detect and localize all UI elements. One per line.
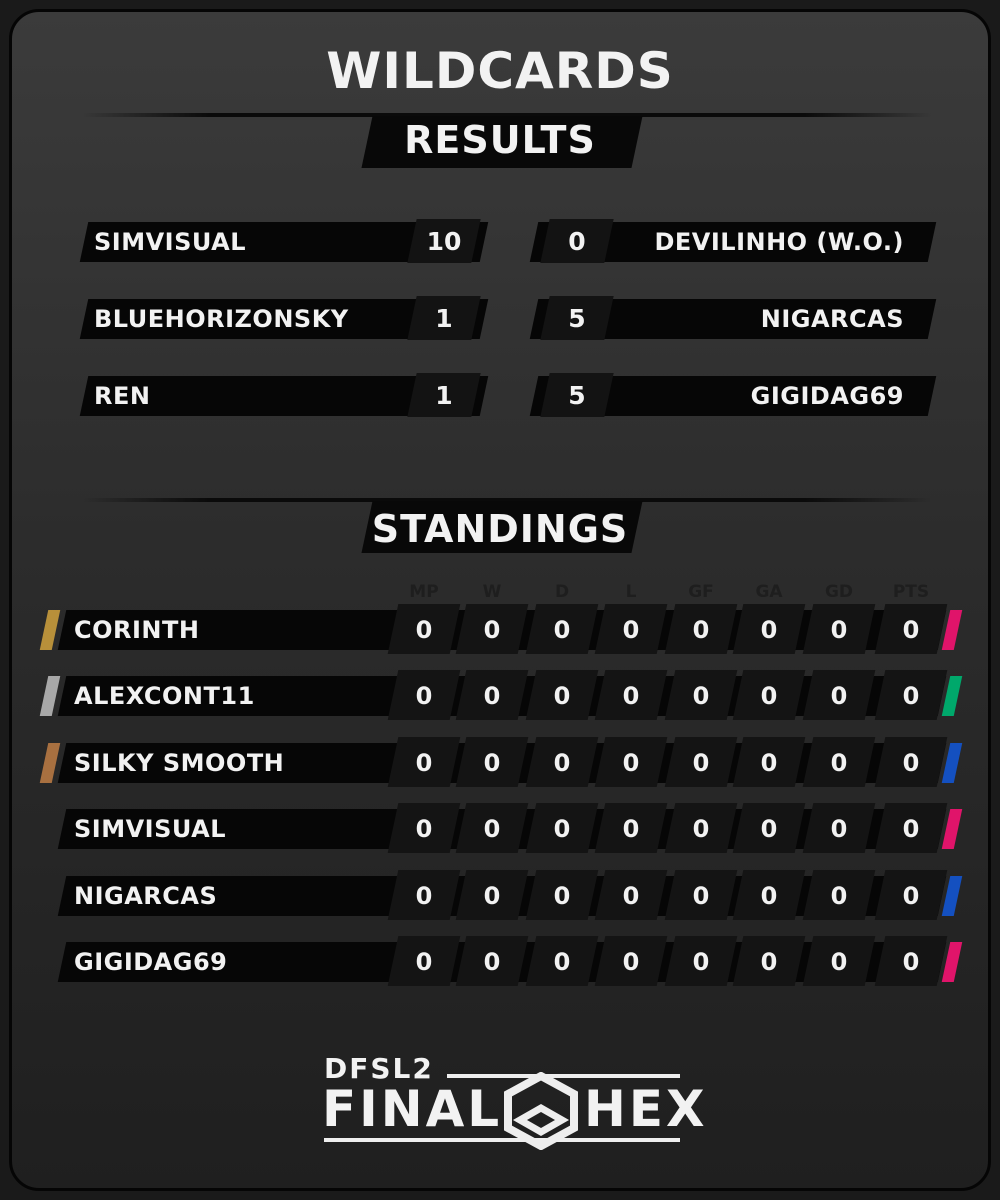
team-name: SILKY SMOOTH (74, 748, 285, 777)
stat-gd: 0 (830, 881, 848, 910)
stat-gf: 0 (692, 948, 710, 976)
stat-d: 0 (553, 682, 571, 711)
stat-gd: 0 (830, 748, 848, 777)
stat-ga: 0 (760, 881, 778, 910)
page-title: WILDCARDS (326, 42, 674, 100)
results-heading: RESULTS (404, 118, 596, 162)
home-score: 1 (435, 381, 453, 410)
rank-accent (39, 742, 61, 783)
stat-d: 0 (553, 948, 571, 976)
away-team-name: NIGARCAS (760, 305, 904, 333)
stat-gd: 0 (830, 616, 848, 644)
team-name: CORINTH (74, 616, 200, 644)
stat-l: 0 (622, 616, 640, 644)
wildcards-card: WILDCARDS RESULTS STANDINGS DFSL2 FINAL … (9, 9, 991, 1191)
stat-gd: 0 (830, 682, 848, 711)
stat-ga: 0 (760, 815, 778, 844)
away-team-name: DEVILINHO (W.O.) (654, 228, 904, 256)
stat-mp: 0 (415, 881, 433, 910)
column-header-pts: PTS (892, 582, 930, 602)
rank-accent (39, 610, 61, 650)
stat-l: 0 (622, 748, 640, 777)
stat-l: 0 (622, 881, 640, 910)
stat-w: 0 (483, 748, 501, 777)
stat-pts: 0 (902, 948, 920, 976)
stat-ga: 0 (760, 682, 778, 711)
stat-mp: 0 (415, 682, 433, 711)
stat-pts: 0 (902, 682, 920, 711)
home-team-name: REN (94, 382, 151, 410)
stat-w: 0 (483, 682, 501, 711)
column-header-d: D (554, 582, 570, 602)
team-name: SIMVISUAL (74, 815, 227, 844)
stat-l: 0 (622, 815, 640, 844)
stat-gd: 0 (830, 815, 848, 844)
stat-pts: 0 (902, 815, 920, 844)
stat-pts: 0 (902, 748, 920, 777)
stat-w: 0 (483, 881, 501, 910)
stat-gf: 0 (692, 748, 710, 777)
stat-gf: 0 (692, 815, 710, 844)
column-header-ga: GA (755, 582, 783, 602)
stat-gf: 0 (692, 682, 710, 711)
column-header-l: L (625, 582, 637, 602)
dfsl2-final-hex-logo: DFSL2 FINAL HEX (322, 1050, 705, 1150)
stat-pts: 0 (902, 616, 920, 644)
stat-ga: 0 (760, 616, 778, 644)
divider (82, 113, 932, 117)
team-name: NIGARCAS (74, 881, 218, 910)
stat-d: 0 (553, 815, 571, 844)
away-score: 0 (568, 227, 586, 256)
stat-gf: 0 (692, 881, 710, 910)
rank-accent (39, 676, 61, 717)
stat-ga: 0 (760, 948, 778, 976)
stat-w: 0 (483, 948, 501, 976)
stat-l: 0 (622, 682, 640, 711)
column-header-gd: GD (824, 582, 854, 602)
stat-mp: 0 (415, 948, 433, 976)
stat-mp: 0 (415, 748, 433, 777)
column-header-mp: MP (409, 582, 439, 602)
away-score: 5 (568, 381, 586, 410)
away-team-name: GIGIDAG69 (750, 382, 904, 410)
stat-mp: 0 (415, 616, 433, 644)
stat-gd: 0 (830, 948, 848, 976)
column-header-gf: GF (688, 582, 714, 602)
stat-d: 0 (553, 616, 571, 644)
away-score: 5 (568, 304, 586, 333)
stat-ga: 0 (760, 748, 778, 777)
stat-l: 0 (622, 948, 640, 976)
column-header-w: W (482, 582, 502, 602)
stat-w: 0 (483, 815, 501, 844)
home-score: 10 (426, 227, 462, 256)
stat-d: 0 (553, 881, 571, 910)
standings-heading: STANDINGS (371, 507, 629, 551)
home-score: 1 (435, 304, 453, 333)
home-team-name: SIMVISUAL (94, 228, 247, 256)
hexagon-logo-icon (504, 1072, 578, 1150)
stat-mp: 0 (415, 815, 433, 844)
stat-gf: 0 (692, 616, 710, 644)
stat-w: 0 (483, 616, 501, 644)
team-name: GIGIDAG69 (74, 948, 228, 976)
team-name: ALEXCONT11 (74, 682, 255, 711)
divider (82, 498, 932, 502)
home-team-name: BLUEHORIZONSKY (94, 305, 349, 333)
stat-d: 0 (553, 748, 571, 777)
stat-pts: 0 (902, 881, 920, 910)
